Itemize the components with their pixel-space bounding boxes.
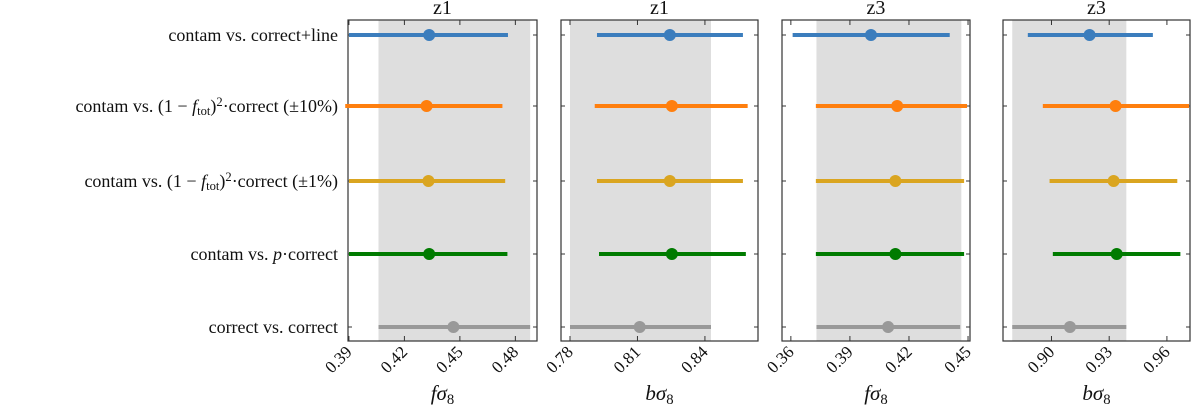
row-label: contam vs. (1 − ftot)2·correct (±1%): [84, 170, 338, 193]
text-part: contam vs.: [191, 244, 274, 264]
text-part: correct vs. correct: [209, 317, 338, 337]
x-tick-label: 0.48: [488, 342, 522, 376]
text-part: bσ: [1082, 381, 1105, 405]
x-tick-label: 0.39: [321, 342, 355, 376]
text-part: fσ: [431, 381, 449, 405]
text-part: 8: [880, 392, 887, 406]
point-estimate: [1107, 175, 1120, 187]
text-part: 8: [666, 392, 673, 406]
x-tick-label: 0.42: [881, 342, 915, 376]
text-part: f: [201, 171, 209, 191]
panel-title: z1: [650, 0, 669, 19]
panel-title: z3: [867, 0, 886, 19]
row-label: correct vs. correct: [209, 317, 338, 337]
text-part: ·correct (±10%): [223, 96, 338, 117]
point-estimate: [420, 100, 433, 112]
panel-title: z1: [433, 0, 452, 19]
panel-1: z1 0.39 0.42 0.45 0.48 fσ8: [321, 0, 538, 406]
x-tick-label: 0.78: [542, 342, 576, 376]
text-part: ): [219, 171, 225, 192]
x-tick-label: 0.96: [1139, 342, 1173, 376]
point-estimate: [663, 175, 676, 187]
point-estimate: [891, 100, 904, 112]
text-part: ·correct (±1%): [232, 171, 338, 192]
x-axis-label: fσ8: [431, 381, 455, 406]
x-tick-label: 0.36: [763, 342, 797, 376]
point-estimate: [889, 175, 902, 187]
point-estimate: [1083, 29, 1096, 41]
x-tick-label: 0.93: [1082, 342, 1116, 376]
text-part: ): [210, 96, 216, 117]
point-estimate: [665, 248, 678, 260]
point-estimate: [1063, 321, 1076, 333]
x-tick-label: 0.84: [677, 342, 712, 377]
text-part: contam vs. correct+line: [168, 25, 338, 45]
text-part: contam vs. (1 −: [84, 171, 201, 192]
point-estimate: [665, 100, 678, 112]
point-estimate: [889, 248, 902, 260]
point-estimate: [423, 29, 436, 41]
text-part: fσ: [864, 381, 882, 405]
point-estimate: [1110, 248, 1123, 260]
point-estimate: [422, 175, 435, 187]
x-axis-label: bσ8: [1082, 381, 1110, 406]
text-part: 2: [216, 95, 222, 109]
text-part: bσ: [645, 381, 668, 405]
x-tick-label: 0.42: [377, 342, 411, 376]
x-tick-label: 0.39: [822, 342, 856, 376]
row-label: contam vs. (1 − ftot)2·correct (±10%): [75, 95, 338, 118]
point-estimate: [633, 321, 646, 333]
point-estimate: [864, 29, 877, 41]
text-part: ·correct: [282, 244, 338, 264]
row-label: contam vs. p·correct: [191, 244, 338, 264]
x-tick-label: 0.90: [1024, 342, 1058, 376]
text-part: 8: [1103, 392, 1110, 406]
text-part: tot: [197, 104, 211, 118]
x-tick-label: 0.81: [610, 342, 644, 376]
point-estimate: [882, 321, 895, 333]
text-part: 2: [225, 170, 231, 184]
x-axis-label: bσ8: [645, 381, 673, 406]
row-label: contam vs. correct+line: [168, 25, 338, 45]
point-estimate: [447, 321, 460, 333]
text-part: contam vs. (1 −: [75, 96, 192, 117]
point-estimate: [663, 29, 676, 41]
panel-title: z3: [1087, 0, 1106, 19]
point-estimate: [1109, 100, 1122, 112]
point-estimate: [423, 248, 436, 260]
text-part: f: [192, 96, 200, 116]
x-tick-label: 0.45: [432, 342, 466, 376]
x-tick-label: 0.45: [940, 342, 974, 376]
text-part: p: [271, 244, 282, 264]
x-axis-label: fσ8: [864, 381, 888, 406]
text-part: 8: [447, 392, 454, 406]
text-part: tot: [206, 179, 220, 193]
panel-3: z3 0.36 0.39 0.42 0.45 fσ8: [763, 0, 975, 406]
panel-4: z3 0.90 0.93 0.96 bσ8: [1002, 0, 1191, 406]
